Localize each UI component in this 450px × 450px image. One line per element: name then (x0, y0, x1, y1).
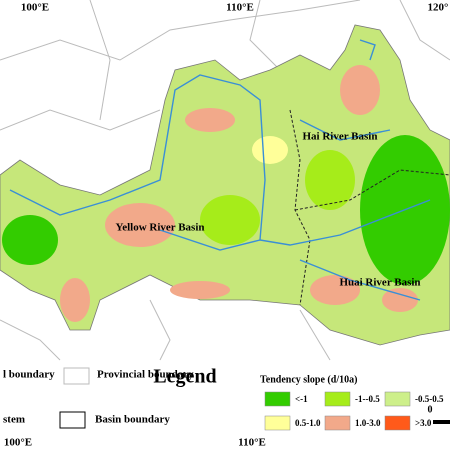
class-swatch (384, 391, 411, 407)
class-label: <-1 (295, 394, 308, 404)
boundary-label: stem (3, 414, 25, 426)
basin-label: Huai River Basin (339, 277, 420, 289)
boundary-label: Provincial boundary (97, 369, 194, 381)
slope-title: Tendency slope (d/10a) (260, 374, 357, 385)
class-swatch (384, 415, 411, 431)
boundary-swatch (63, 367, 90, 385)
boundary-label: l boundary (3, 369, 55, 381)
rivers (9, 39, 431, 301)
boundary-label: Basin boundary (95, 414, 170, 426)
class-label: >3.0 (415, 418, 432, 428)
longitude-label: 100°E (21, 2, 49, 14)
legend: Legend l boundary Provincial boundary stem B… (0, 362, 450, 432)
class-label: 0.5-1.0 (295, 418, 321, 428)
longitude-label: 120° (428, 2, 449, 14)
provinces (0, 0, 450, 361)
class-swatch (324, 391, 351, 407)
legend-title: Legend (153, 366, 216, 388)
class-swatch (264, 415, 291, 431)
basin-area (0, 24, 450, 346)
class-swatch (324, 415, 351, 431)
basin-label: Hai River Basin (303, 131, 378, 143)
boundary-swatch (59, 411, 86, 429)
class-swatch (264, 391, 291, 407)
longitude-label: 100°E (4, 437, 32, 449)
class-label: 1.0-3.0 (355, 418, 381, 428)
labels: 100°E 110°E 120° 100°E 110°E Yellow River Bas… (4, 2, 449, 449)
longitude-label: 110°E (226, 2, 254, 14)
class-label: -0.5-0.5 (415, 394, 444, 404)
class-label: -1--0.5 (355, 394, 380, 404)
longitude-label: 110°E (238, 437, 266, 449)
scale-label: 0 (428, 404, 433, 415)
basin-label: Yellow River Basin (115, 222, 204, 234)
basin-boundary (289, 109, 450, 306)
scale-bar (433, 420, 450, 424)
